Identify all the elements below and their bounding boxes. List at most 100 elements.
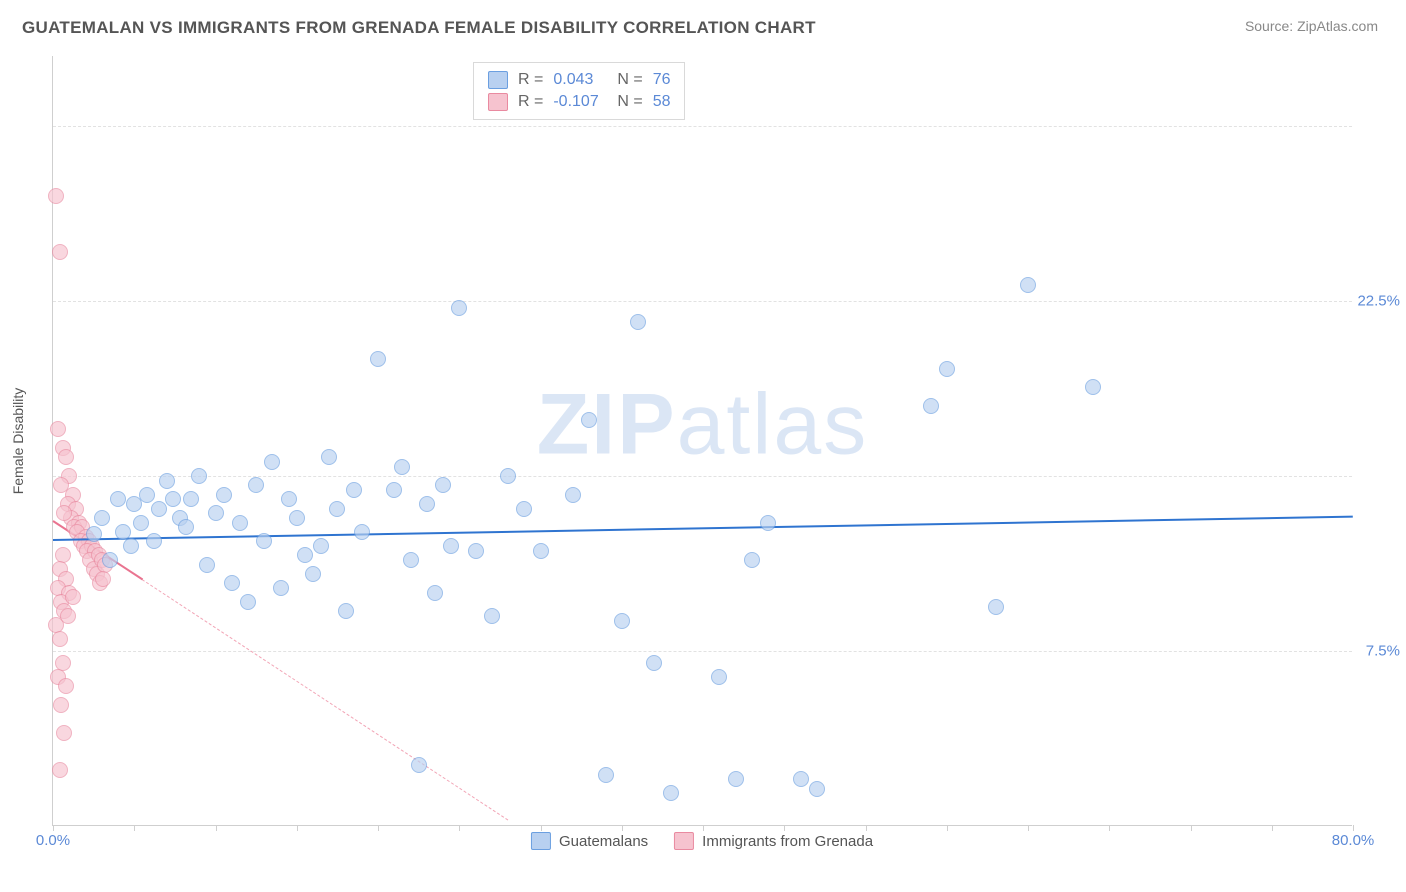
- x-tick-mark: [866, 825, 867, 831]
- data-point: [313, 538, 329, 554]
- data-point: [146, 533, 162, 549]
- series-legend: GuatemalansImmigrants from Grenada: [531, 832, 873, 850]
- data-point: [533, 543, 549, 559]
- data-point: [427, 585, 443, 601]
- data-point: [56, 725, 72, 741]
- data-point: [264, 454, 280, 470]
- data-point: [744, 552, 760, 568]
- x-tick-mark: [53, 825, 54, 831]
- data-point: [159, 473, 175, 489]
- x-tick-mark: [1191, 825, 1192, 831]
- gridline: [53, 301, 1352, 302]
- data-point: [165, 491, 181, 507]
- data-point: [598, 767, 614, 783]
- data-point: [102, 552, 118, 568]
- data-point: [50, 421, 66, 437]
- data-point: [95, 571, 111, 587]
- data-point: [451, 300, 467, 316]
- stat-key: N =: [617, 93, 642, 111]
- x-tick-mark: [1353, 825, 1354, 831]
- data-point: [728, 771, 744, 787]
- data-point: [793, 771, 809, 787]
- x-tick-mark: [784, 825, 785, 831]
- data-point: [139, 487, 155, 503]
- data-point: [52, 244, 68, 260]
- legend-label: Guatemalans: [559, 833, 648, 850]
- x-tick-mark: [134, 825, 135, 831]
- data-point: [94, 510, 110, 526]
- data-point: [224, 575, 240, 591]
- x-tick-mark: [1109, 825, 1110, 831]
- data-point: [484, 608, 500, 624]
- gridline: [53, 126, 1352, 127]
- data-point: [297, 547, 313, 563]
- data-point: [760, 515, 776, 531]
- stats-row: R = -0.107N = 58: [488, 91, 670, 113]
- data-point: [321, 449, 337, 465]
- x-tick-mark: [703, 825, 704, 831]
- x-tick-mark: [459, 825, 460, 831]
- gridline: [53, 476, 1352, 477]
- x-tick-mark: [1028, 825, 1029, 831]
- x-tick-mark: [622, 825, 623, 831]
- data-point: [565, 487, 581, 503]
- data-point: [346, 482, 362, 498]
- data-point: [273, 580, 289, 596]
- data-point: [240, 594, 256, 610]
- data-point: [403, 552, 419, 568]
- data-point: [305, 566, 321, 582]
- data-point: [60, 608, 76, 624]
- data-point: [123, 538, 139, 554]
- legend-swatch: [488, 93, 508, 111]
- data-point: [338, 603, 354, 619]
- data-point: [110, 491, 126, 507]
- data-point: [248, 477, 264, 493]
- trend-line: [53, 516, 1353, 541]
- data-point: [923, 398, 939, 414]
- stats-legend: R = 0.043N = 76R = -0.107N = 58: [473, 62, 685, 120]
- data-point: [1085, 379, 1101, 395]
- data-point: [581, 412, 597, 428]
- data-point: [199, 557, 215, 573]
- data-point: [48, 188, 64, 204]
- data-point: [516, 501, 532, 517]
- data-point: [354, 524, 370, 540]
- gridline: [53, 651, 1352, 652]
- data-point: [663, 785, 679, 801]
- x-tick-mark: [216, 825, 217, 831]
- data-point: [711, 669, 727, 685]
- data-point: [133, 515, 149, 531]
- data-point: [1020, 277, 1036, 293]
- chart-source: Source: ZipAtlas.com: [1245, 18, 1378, 34]
- stat-r-value: -0.107: [553, 93, 607, 111]
- stat-r-value: 0.043: [553, 71, 607, 89]
- stat-key: R =: [518, 71, 543, 89]
- data-point: [370, 351, 386, 367]
- data-point: [809, 781, 825, 797]
- data-point: [411, 757, 427, 773]
- data-point: [329, 501, 345, 517]
- trend-line: [142, 579, 508, 820]
- data-point: [86, 526, 102, 542]
- data-point: [630, 314, 646, 330]
- data-point: [500, 468, 516, 484]
- stat-n-value: 76: [653, 71, 671, 89]
- data-point: [646, 655, 662, 671]
- data-point: [443, 538, 459, 554]
- data-point: [988, 599, 1004, 615]
- legend-item: Guatemalans: [531, 832, 648, 850]
- data-point: [58, 678, 74, 694]
- stat-key: N =: [617, 71, 642, 89]
- legend-swatch: [488, 71, 508, 89]
- data-point: [281, 491, 297, 507]
- data-point: [216, 487, 232, 503]
- data-point: [614, 613, 630, 629]
- data-point: [58, 449, 74, 465]
- x-tick-mark: [378, 825, 379, 831]
- y-axis-label: Female Disability: [10, 388, 26, 495]
- data-point: [52, 762, 68, 778]
- data-point: [56, 505, 72, 521]
- y-tick-label: 7.5%: [1366, 643, 1400, 660]
- x-tick-mark: [541, 825, 542, 831]
- stat-n-value: 58: [653, 93, 671, 111]
